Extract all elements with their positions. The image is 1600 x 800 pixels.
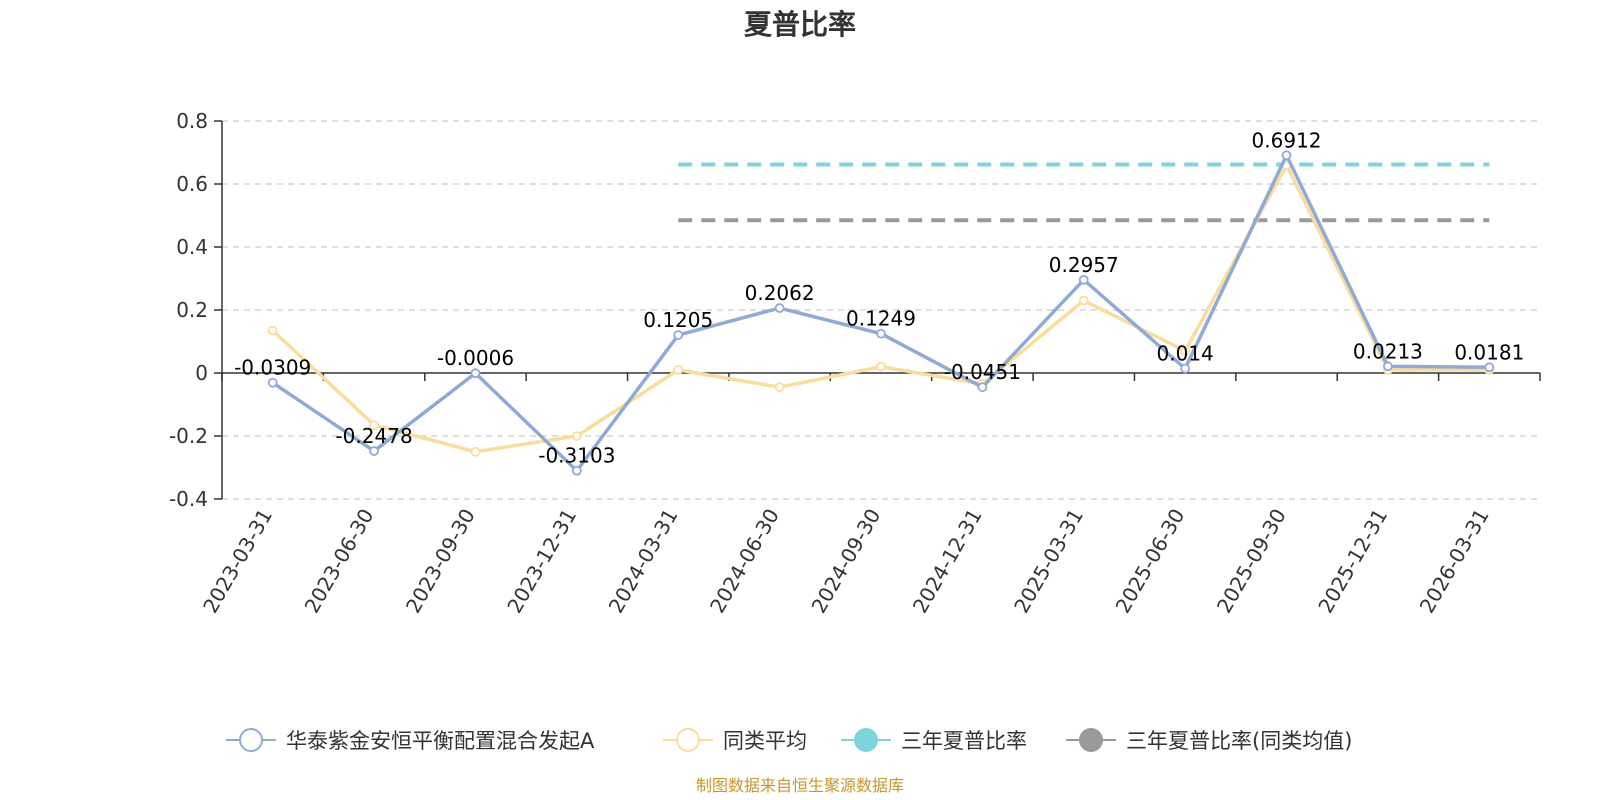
y-tick-label: 0.8: [176, 109, 208, 133]
series-lines: [267, 150, 1495, 476]
data-point: [1078, 295, 1089, 306]
data-point: [267, 325, 278, 336]
data-label: 0.1249: [846, 307, 916, 331]
legend-item[interactable]: 三年夏普比率(同类均值): [1066, 728, 1352, 753]
data-label: 0.0181: [1454, 340, 1524, 364]
y-tick-label: 0.4: [176, 235, 208, 259]
x-tick-label: 2024-06-30: [705, 505, 784, 618]
x-tick-label: 2023-03-31: [198, 505, 277, 618]
legend-item[interactable]: 华泰紫金安恒平衡配置混合发起A: [226, 728, 595, 753]
legend[interactable]: 华泰紫金安恒平衡配置混合发起A 同类平均 三年夏普比率 三年夏普比率(同类均值): [226, 728, 1352, 753]
filled-circle-icon: [1079, 728, 1103, 752]
x-tick-label: 2024-09-30: [806, 505, 885, 618]
x-tick-label: 2025-12-31: [1313, 505, 1392, 618]
x-tick-label: 2024-03-31: [604, 505, 683, 618]
chart-title: 夏普比率: [744, 8, 856, 41]
data-point: [470, 446, 481, 457]
x-tick-label: 2025-09-30: [1212, 505, 1291, 618]
data-point: [267, 377, 278, 388]
data-point: [369, 420, 379, 430]
legend-label: 华泰紫金安恒平衡配置混合发起A: [286, 729, 595, 753]
data-point: [1484, 362, 1495, 373]
data-point: [1180, 363, 1191, 374]
x-tick-label: 2026-03-31: [1415, 505, 1494, 618]
data-label: 0.2957: [1049, 253, 1119, 277]
data-point: [1383, 361, 1393, 372]
data-label: 0.0213: [1353, 339, 1423, 363]
legend-label: 三年夏普比率: [901, 729, 1027, 753]
data-labels: -0.0309 -0.2478 -0.0006 -0.3103 0.1205 0.2062…: [234, 128, 1524, 467]
data-point: [774, 382, 785, 393]
data-point: [1078, 274, 1089, 285]
data-label: 0.2062: [745, 281, 815, 305]
data-point: [470, 368, 481, 379]
data-point: [977, 382, 988, 393]
data-point: [876, 361, 886, 372]
data-label: 0.014: [1157, 342, 1214, 366]
filled-circle-icon: [854, 728, 878, 752]
y-tick-label: 0.6: [176, 172, 208, 196]
x-tick-label: 2023-06-30: [300, 505, 379, 618]
data-label: -0.3103: [538, 444, 615, 468]
x-tick-label: 2024-12-31: [908, 505, 987, 618]
data-point: [774, 303, 785, 313]
source-note: 制图数据来自恒生聚源数据库: [696, 776, 904, 795]
data-point: [1180, 346, 1191, 356]
y-tick-label: -0.4: [169, 487, 208, 511]
data-label: -0.0309: [234, 356, 311, 380]
y-tick-label: 0.2: [176, 298, 208, 322]
x-tick-label: 2025-06-30: [1111, 505, 1190, 618]
hollow-circle-icon: [676, 728, 700, 752]
y-tick-label: -0.2: [169, 424, 208, 448]
legend-item[interactable]: 三年夏普比率: [841, 728, 1027, 753]
data-point: [1281, 150, 1292, 161]
data-label: -0.2478: [335, 424, 412, 448]
data-point: [876, 328, 886, 339]
data-point: [673, 364, 684, 375]
data-label: -0.0006: [437, 346, 514, 370]
x-tick-label: 2025-03-31: [1009, 505, 1088, 618]
data-point: [369, 446, 379, 456]
x-tick-label: 2023-12-31: [502, 505, 581, 618]
data-label: -0.0451: [944, 360, 1021, 384]
data-label: 0.6912: [1252, 128, 1322, 152]
data-label: 0.1205: [643, 308, 713, 332]
reference-lines: [678, 162, 1490, 223]
y-tick-label: 0: [195, 361, 208, 385]
data-point: [571, 431, 582, 441]
legend-label: 三年夏普比率(同类均值): [1126, 729, 1352, 753]
legend-label: 同类平均: [723, 729, 807, 753]
data-point: [673, 330, 684, 340]
hollow-circle-icon: [239, 728, 263, 752]
x-tick-label: 2023-09-30: [401, 505, 480, 618]
legend-item[interactable]: 同类平均: [663, 728, 807, 753]
data-point: [571, 465, 582, 476]
